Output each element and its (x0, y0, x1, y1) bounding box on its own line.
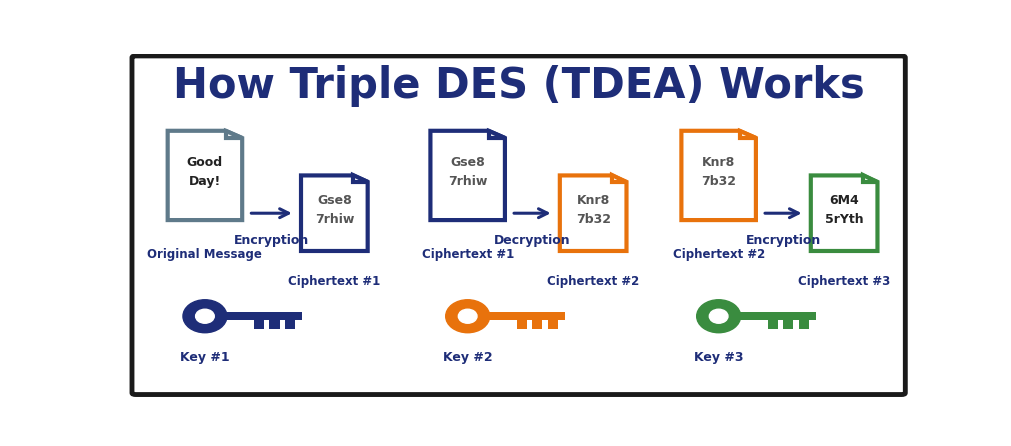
Polygon shape (353, 175, 367, 182)
Polygon shape (739, 131, 755, 138)
Polygon shape (430, 131, 504, 220)
FancyBboxPatch shape (223, 313, 301, 320)
Text: Original Message: Original Message (148, 248, 262, 261)
Text: Key #3: Key #3 (694, 351, 743, 364)
Ellipse shape (458, 309, 476, 323)
Text: Key #2: Key #2 (443, 351, 492, 364)
Text: Ciphertext #2: Ciphertext #2 (672, 248, 764, 261)
Polygon shape (300, 175, 367, 251)
Text: Ciphertext #1: Ciphertext #1 (422, 248, 514, 261)
Text: Ciphertext #2: Ciphertext #2 (547, 275, 639, 289)
Text: Knr8
7b32: Knr8 7b32 (701, 156, 735, 188)
FancyBboxPatch shape (285, 320, 295, 329)
Text: Gse8
7rhiw: Gse8 7rhiw (448, 156, 487, 188)
Polygon shape (862, 175, 877, 182)
Text: Gse8
7rhiw: Gse8 7rhiw (314, 194, 354, 226)
Text: Knr8
7b32: Knr8 7b32 (575, 194, 610, 226)
Polygon shape (168, 131, 242, 220)
FancyBboxPatch shape (486, 313, 564, 320)
Ellipse shape (445, 300, 489, 333)
Text: Encryption: Encryption (234, 234, 309, 247)
Text: Ciphertext #3: Ciphertext #3 (798, 275, 890, 289)
Polygon shape (680, 131, 755, 220)
FancyBboxPatch shape (269, 320, 279, 329)
Polygon shape (612, 175, 626, 182)
Ellipse shape (195, 309, 214, 323)
Text: 6M4
5rYth: 6M4 5rYth (824, 194, 862, 226)
FancyBboxPatch shape (783, 320, 793, 329)
Text: Good
Day!: Good Day! (187, 156, 222, 188)
Ellipse shape (183, 300, 226, 333)
Text: How Triple DES (TDEA) Works: How Triple DES (TDEA) Works (173, 65, 863, 107)
Ellipse shape (696, 300, 740, 333)
Ellipse shape (709, 309, 727, 323)
Text: Encryption: Encryption (745, 234, 820, 247)
Text: Ciphertext #1: Ciphertext #1 (288, 275, 380, 289)
Polygon shape (559, 175, 626, 251)
FancyBboxPatch shape (131, 56, 905, 395)
Text: Decryption: Decryption (493, 234, 570, 247)
FancyBboxPatch shape (547, 320, 557, 329)
Text: Key #1: Key #1 (180, 351, 229, 364)
FancyBboxPatch shape (254, 320, 264, 329)
FancyBboxPatch shape (766, 320, 776, 329)
FancyBboxPatch shape (532, 320, 542, 329)
Polygon shape (810, 175, 877, 251)
FancyBboxPatch shape (798, 320, 808, 329)
FancyBboxPatch shape (737, 313, 815, 320)
Polygon shape (225, 131, 242, 138)
FancyBboxPatch shape (516, 320, 526, 329)
Polygon shape (488, 131, 504, 138)
